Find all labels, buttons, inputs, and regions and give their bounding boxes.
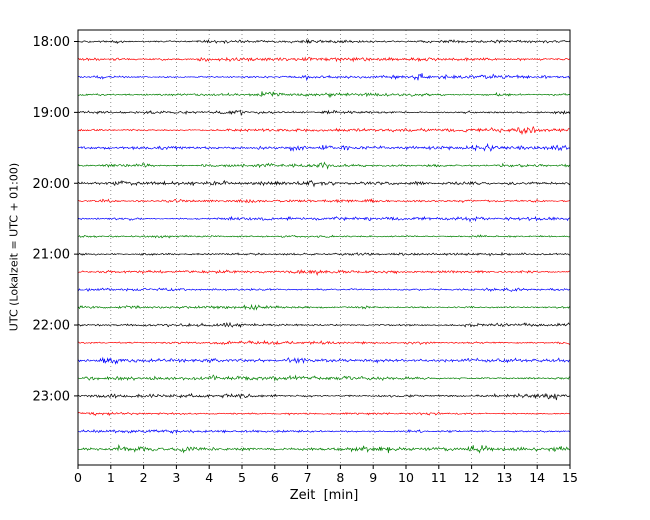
x-tick-label: 10 <box>398 470 414 485</box>
y-axis-title: UTC (Lokalzeit = UTC + 01:00) <box>7 162 21 332</box>
y-tick-label: 22:00 <box>33 319 70 334</box>
plot-frame <box>77 29 571 466</box>
y-tick-label: 23:00 <box>33 389 70 404</box>
seismic-trace-19:00 <box>77 109 571 117</box>
seismic-trace-22:30 <box>77 356 571 365</box>
x-tick-label: 0 <box>74 470 82 485</box>
seismic-trace-21:00 <box>77 251 571 257</box>
seismic-trace-18:15 <box>77 56 571 63</box>
seismic-trace-22:00 <box>77 321 571 329</box>
x-tick-label: 11 <box>431 470 447 485</box>
y-tick-label: 21:00 <box>33 248 70 263</box>
x-tick-label: 6 <box>271 470 279 485</box>
seismic-trace-23:45 <box>77 444 571 454</box>
seismic-trace-20:45 <box>77 234 571 239</box>
x-tick-label: 13 <box>496 470 512 485</box>
x-axis-title: Zeit [min] <box>289 488 359 503</box>
seismic-trace-22:45 <box>77 374 571 382</box>
seismic-trace-21:30 <box>77 287 571 293</box>
y-tick-label: 18:00 <box>33 35 70 50</box>
seismic-trace-18:45 <box>77 91 571 98</box>
seismic-trace-21:15 <box>77 268 571 276</box>
seismic-trace-23:30 <box>77 428 571 435</box>
x-tick-label: 7 <box>304 470 312 485</box>
seismic-trace-20:00 <box>77 179 571 188</box>
x-tick-label: 14 <box>529 470 545 485</box>
seismic-trace-19:45 <box>77 161 571 170</box>
y-tick-label: 20:00 <box>33 177 70 192</box>
plot-background <box>78 30 570 465</box>
x-tick-label: 15 <box>562 470 578 485</box>
y-tick-label: 19:00 <box>33 106 70 121</box>
seismic-trace-20:30 <box>77 215 571 223</box>
seismic-trace-19:30 <box>77 142 571 152</box>
seismic-trace-21:45 <box>77 303 571 311</box>
x-tick-label: 5 <box>238 470 246 485</box>
seismic-trace-18:00 <box>77 38 571 45</box>
seismic-trace-22:15 <box>77 339 571 346</box>
seismic-trace-20:15 <box>77 198 571 204</box>
x-tick-label: 9 <box>369 470 377 485</box>
x-tick-label: 12 <box>464 470 480 485</box>
seismic-trace-23:15 <box>77 411 571 417</box>
x-tick-label: 3 <box>172 470 180 485</box>
x-tick-label: 8 <box>336 470 344 485</box>
x-tick-label: 2 <box>140 470 148 485</box>
seismic-trace-23:00 <box>77 392 571 401</box>
x-tick-label: 1 <box>107 470 115 485</box>
seismic-trace-18:30 <box>77 73 571 82</box>
seismic-trace-19:15 <box>77 125 571 136</box>
x-tick-label: 4 <box>205 470 213 485</box>
